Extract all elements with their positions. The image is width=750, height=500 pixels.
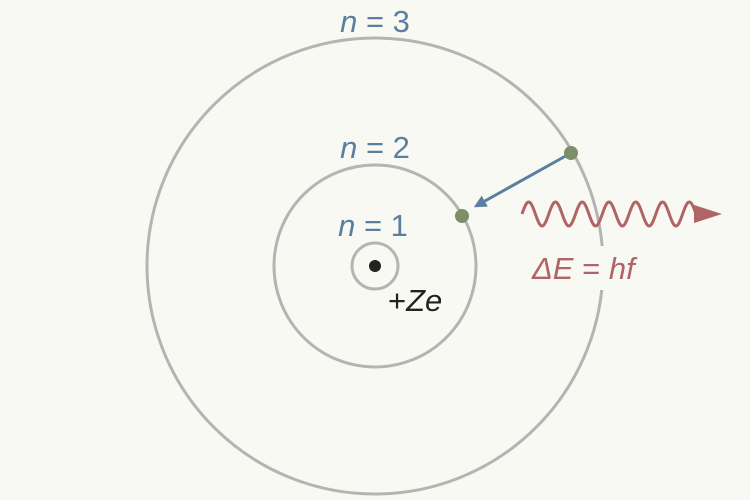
orbit-gap-mask bbox=[588, 246, 612, 290]
orbit-n2 bbox=[272, 163, 478, 369]
label-nucleus-charge: +Ze bbox=[388, 283, 442, 318]
nucleus-dot bbox=[369, 260, 381, 272]
transition-arrow bbox=[473, 151, 572, 208]
electron-n3 bbox=[564, 146, 578, 160]
label-photon-energy: ΔE = hf bbox=[531, 251, 638, 286]
photon-wave bbox=[520, 200, 698, 228]
label-n2: n = 2 bbox=[340, 130, 410, 165]
orbit-n1 bbox=[350, 241, 400, 291]
label-n3: n = 3 bbox=[340, 4, 410, 39]
electron-n2 bbox=[455, 209, 469, 223]
photon-arrowhead bbox=[694, 205, 722, 223]
label-n1: n = 1 bbox=[338, 208, 408, 243]
